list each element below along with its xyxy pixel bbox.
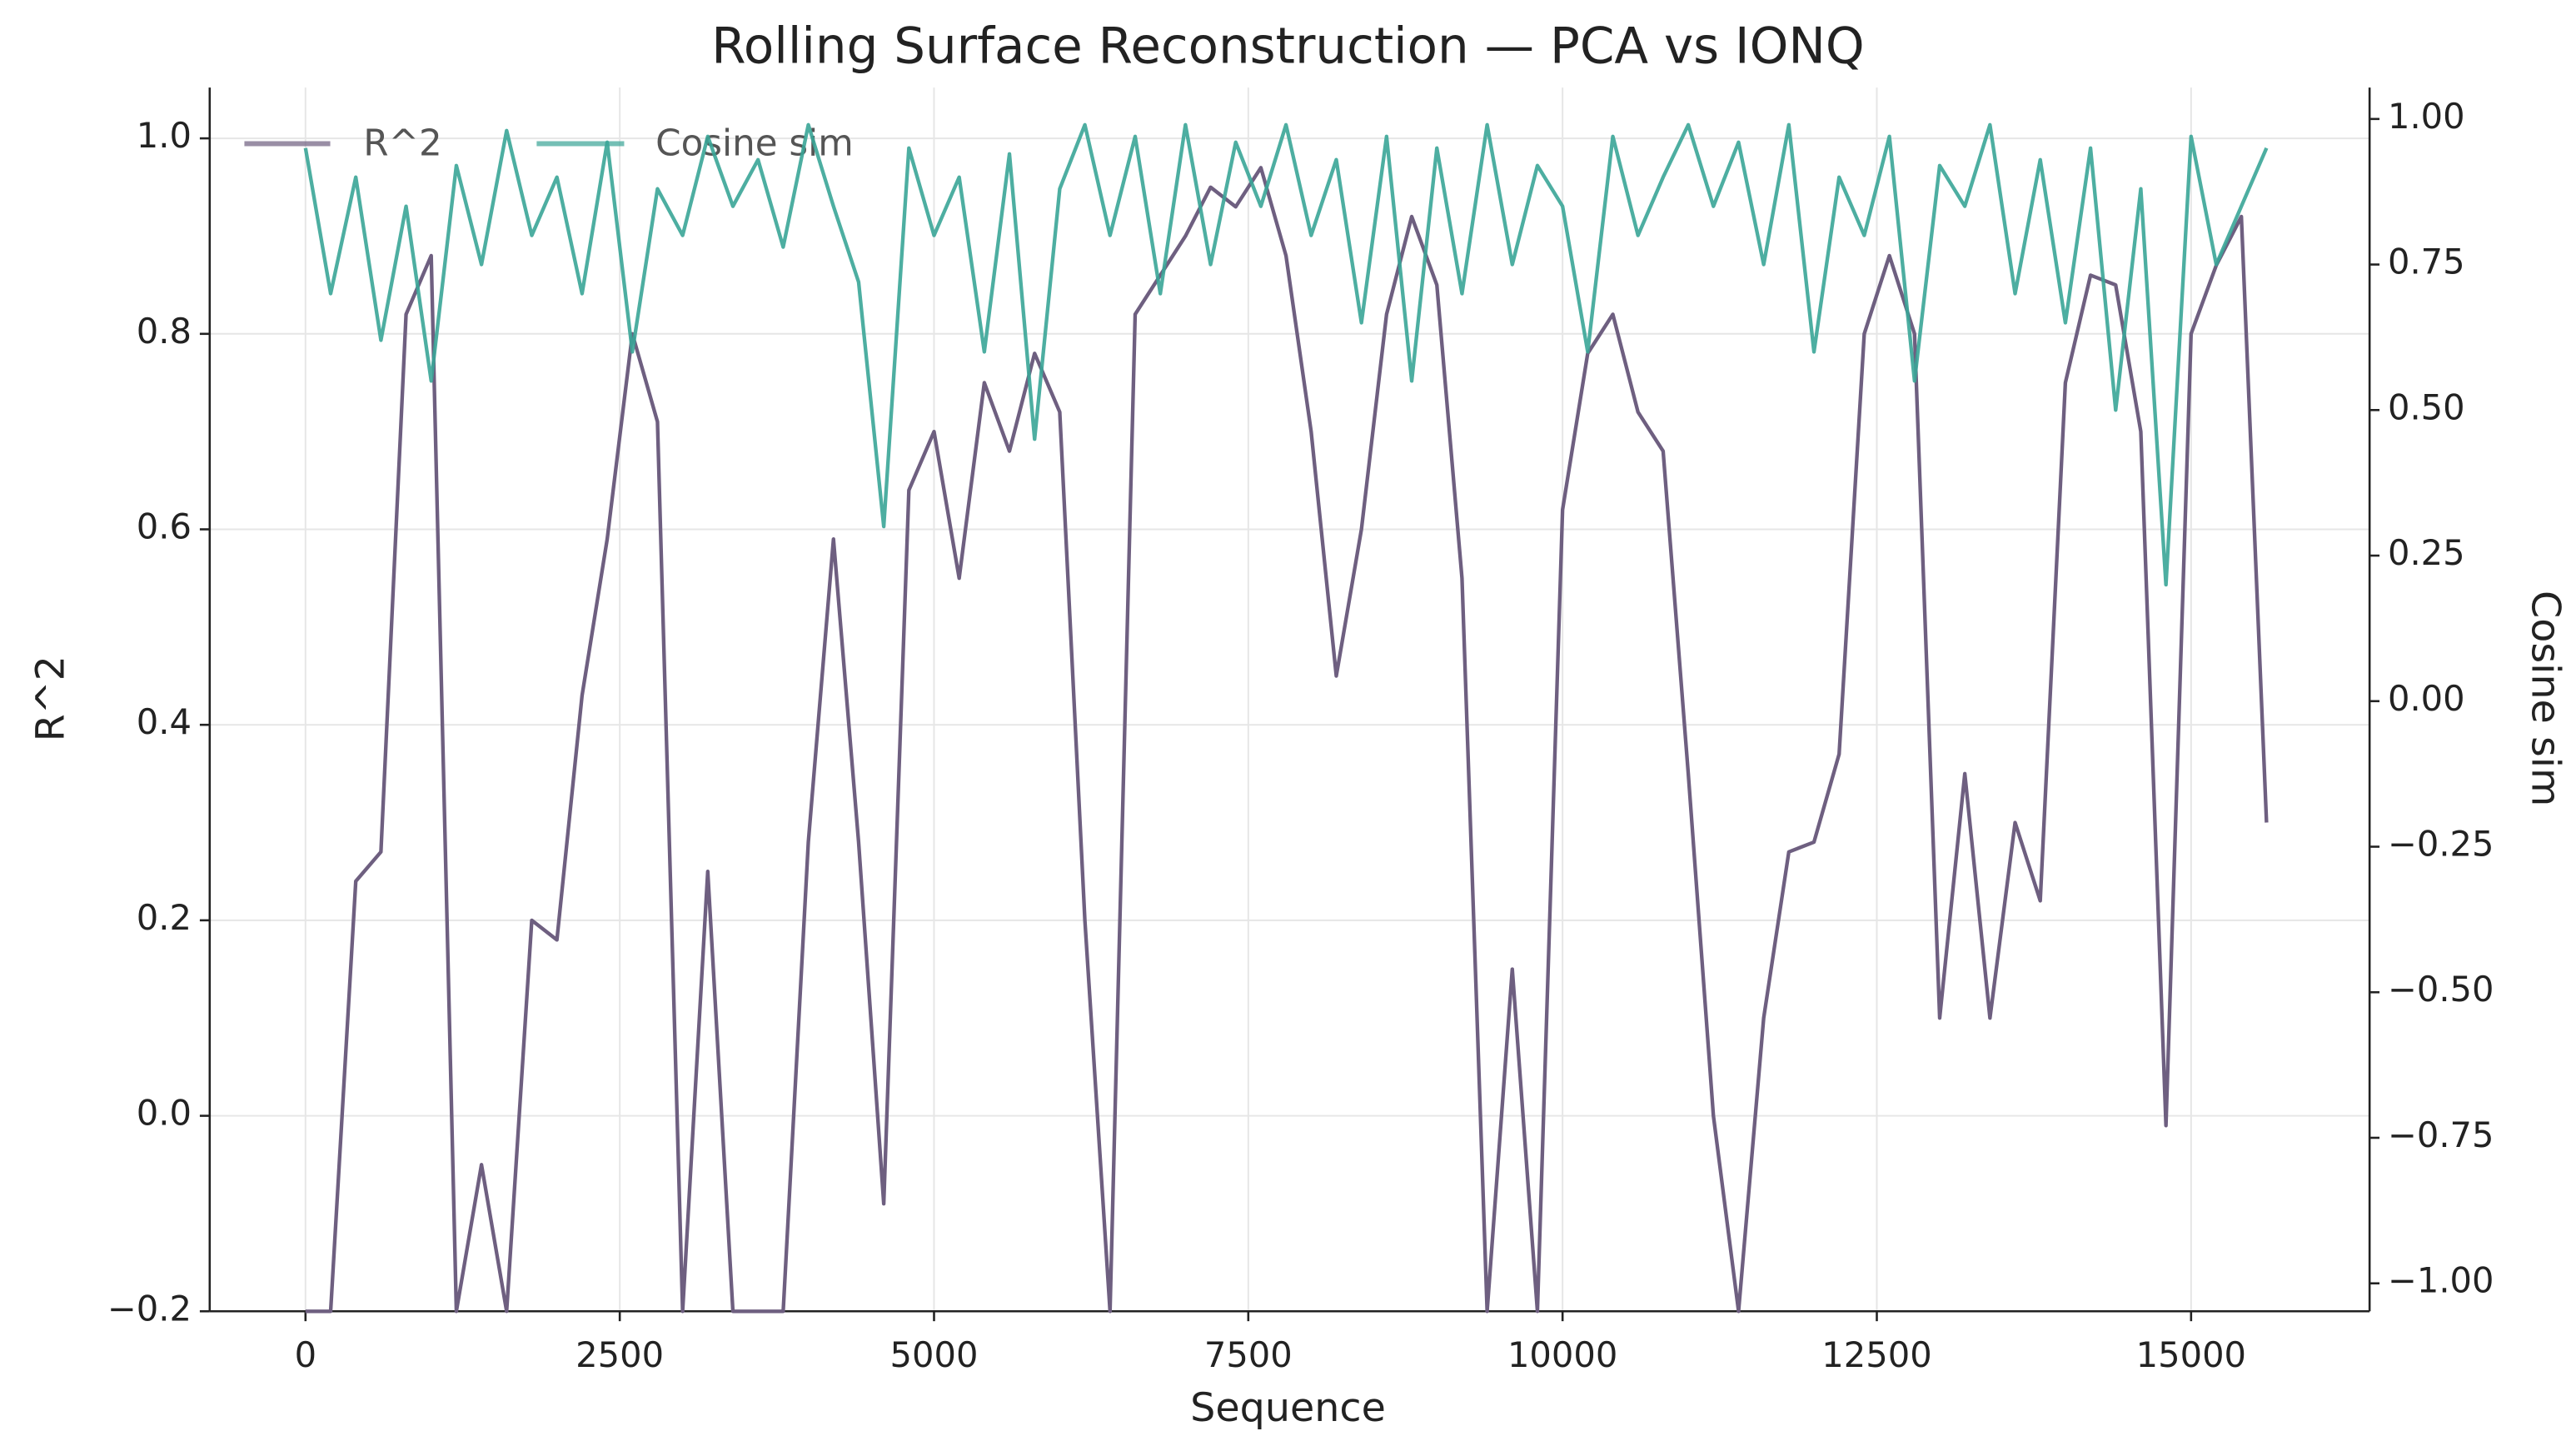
y-tick-label: 1.0	[137, 115, 192, 156]
y-tick-label: 0.6	[137, 506, 192, 546]
data-line	[303, 122, 2269, 587]
y-tick-label: 0.0	[137, 1093, 192, 1134]
x-tick-label: 10000	[1507, 1334, 1617, 1375]
y2-tick-label: −0.50	[2388, 969, 2494, 1010]
x-tick-label: 15000	[2136, 1334, 2246, 1375]
x-tick-label: 5000	[890, 1334, 979, 1375]
y-axis-label: R^2	[27, 656, 73, 741]
x-axis-label: Sequence	[1190, 1385, 1386, 1431]
y2-tick-label: 0.50	[2388, 386, 2465, 427]
x-tick-label: 12500	[1821, 1334, 1931, 1375]
legend-label: Cosine sim	[655, 122, 854, 164]
y-tick-label: 0.4	[137, 701, 192, 742]
y2-tick-label: 1.00	[2388, 96, 2465, 137]
y2-tick-label: −1.00	[2388, 1260, 2494, 1301]
data-line	[305, 166, 2269, 1314]
y2-tick-label: 0.25	[2388, 532, 2465, 573]
chart-title: Rolling Surface Reconstruction — PCA vs …	[711, 18, 1864, 76]
x-tick-label: 2500	[575, 1334, 664, 1375]
legend-label: R^2	[363, 122, 442, 164]
y2-tick-label: −0.25	[2388, 824, 2494, 865]
y2-tick-label: −0.75	[2388, 1114, 2494, 1155]
x-tick-label: 0	[295, 1334, 316, 1375]
y-tick-label: 0.8	[137, 311, 192, 352]
y-tick-label: 0.2	[137, 897, 192, 938]
y-tick-label: −0.2	[107, 1288, 192, 1329]
y2-axis-label: Cosine sim	[2522, 591, 2568, 806]
y2-tick-label: 0.00	[2388, 678, 2465, 719]
x-tick-label: 7500	[1204, 1334, 1293, 1375]
y2-tick-label: 0.75	[2388, 242, 2465, 282]
